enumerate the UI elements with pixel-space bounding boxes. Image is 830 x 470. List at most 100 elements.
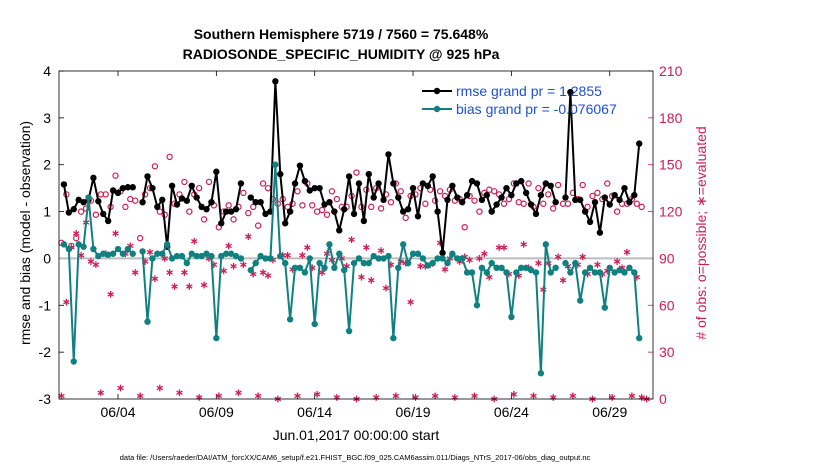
rmse-point: [586, 218, 594, 226]
asterisk-stroke: [254, 393, 262, 399]
obs-evaluated-marker: [146, 248, 154, 256]
asterisk-stroke: [131, 270, 139, 275]
obs-possible-marker: [230, 216, 237, 223]
obs-evaluated-marker: [510, 390, 518, 398]
asterisk-stroke: [510, 392, 518, 397]
asterisk-stroke: [72, 231, 80, 236]
bias-point: [527, 266, 535, 274]
chart-title-line-2: RADIOSONDE_SPECIFIC_HUMIDITY @ 925 hPa: [183, 46, 500, 62]
rmse-point: [173, 201, 181, 208]
obs-possible-marker: [613, 208, 621, 215]
obs-possible-marker: [254, 222, 262, 229]
rmse-point: [532, 210, 540, 218]
bias-point: [183, 259, 191, 267]
asterisk-stroke: [127, 243, 134, 249]
rmse-point: [355, 180, 363, 187]
bias-point: [104, 251, 112, 258]
asterisk-stroke: [333, 395, 341, 400]
rmse-point: [626, 199, 633, 206]
obs-evaluated-marker: [97, 389, 105, 397]
legend: rmse grand pr = 1.2855 bias grand pr = -…: [422, 83, 617, 117]
asterisk-stroke: [92, 262, 100, 267]
rmse-point: [227, 208, 235, 215]
asterisk-stroke: [382, 285, 390, 291]
bias-point: [340, 266, 348, 274]
rmse-point: [129, 184, 136, 191]
obs-evaluated-marker: [530, 392, 537, 400]
obs-possible-marker: [181, 178, 188, 186]
obs-possible-marker: [200, 216, 208, 223]
asterisk-stroke: [117, 385, 124, 391]
obs-evaluated-marker: [87, 258, 95, 265]
rmse-point: [306, 187, 313, 194]
rmse-point: [493, 201, 500, 208]
obs-possible-marker: [102, 191, 109, 198]
obs-evaluated-marker: [485, 273, 493, 281]
asterisk-stroke: [225, 243, 232, 249]
obs-possible-marker: [240, 189, 247, 197]
rmse-point: [542, 180, 550, 187]
obs-possible-marker: [195, 184, 203, 192]
rmse-point: [424, 182, 431, 189]
rmse-point: [429, 173, 436, 180]
bias-point: [390, 334, 397, 342]
bias-point: [198, 252, 205, 260]
rmse-point: [237, 180, 245, 187]
bias-point: [424, 262, 431, 269]
y-left-tick-label: 2: [43, 157, 51, 173]
rmse-point: [449, 182, 456, 189]
bias-point: [154, 250, 161, 257]
rmse-point: [606, 201, 613, 208]
asterisk-stroke: [500, 245, 508, 250]
bias-point: [129, 250, 136, 257]
bias-point: [621, 269, 628, 276]
obs-possible-marker: [540, 200, 547, 207]
obs-evaluated-marker: [230, 262, 237, 270]
bias-point: [159, 250, 166, 257]
obs-possible-marker: [299, 202, 306, 209]
bias-point: [218, 252, 225, 260]
y-right-tick-label: 120: [659, 204, 683, 220]
obs-evaluated-marker: [628, 392, 636, 400]
bias-point: [626, 264, 633, 271]
obs-evaluated-marker: [225, 242, 232, 250]
asterisk-stroke: [220, 268, 227, 274]
obs-possible-marker: [318, 206, 326, 214]
obs-evaluated-marker: [200, 281, 208, 289]
asterisk-stroke: [476, 256, 483, 261]
rmse-point: [198, 203, 205, 211]
rmse-point: [159, 196, 166, 204]
rmse-point: [552, 199, 559, 206]
bias-point: [208, 252, 215, 260]
asterisk-stroke: [245, 234, 252, 239]
bias-point: [513, 269, 520, 276]
rmse-point: [168, 182, 176, 189]
bias-point: [473, 302, 481, 309]
obs-evaluated-marker: [535, 259, 542, 267]
asterisk-stroke: [313, 392, 321, 397]
bias-point: [188, 250, 195, 257]
y-right-tick-label: 180: [659, 110, 683, 126]
bias-point: [483, 269, 490, 276]
rmse-point: [252, 199, 259, 206]
obs-possible-marker: [594, 189, 601, 197]
rmse-point: [286, 208, 294, 215]
obs-evaluated-marker: [407, 298, 414, 306]
bias-point: [508, 313, 515, 321]
asterisk-stroke: [284, 253, 291, 258]
rmse-point: [473, 180, 481, 187]
bias-point: [281, 259, 289, 267]
asterisk-stroke: [136, 393, 144, 399]
rmse-point: [616, 196, 623, 204]
y-right-tick-label: 90: [659, 250, 675, 266]
bias-point: [257, 252, 264, 260]
rmse-point: [522, 189, 530, 197]
rmse-point: [326, 199, 333, 206]
obs-possible-marker: [245, 209, 252, 217]
legend-bias-marker: [433, 105, 441, 113]
obs-possible-marker: [309, 202, 316, 209]
rmse-point: [468, 177, 476, 185]
asterisk-stroke: [407, 299, 414, 305]
asterisk-stroke: [559, 278, 567, 283]
asterisk-stroke: [63, 299, 70, 305]
